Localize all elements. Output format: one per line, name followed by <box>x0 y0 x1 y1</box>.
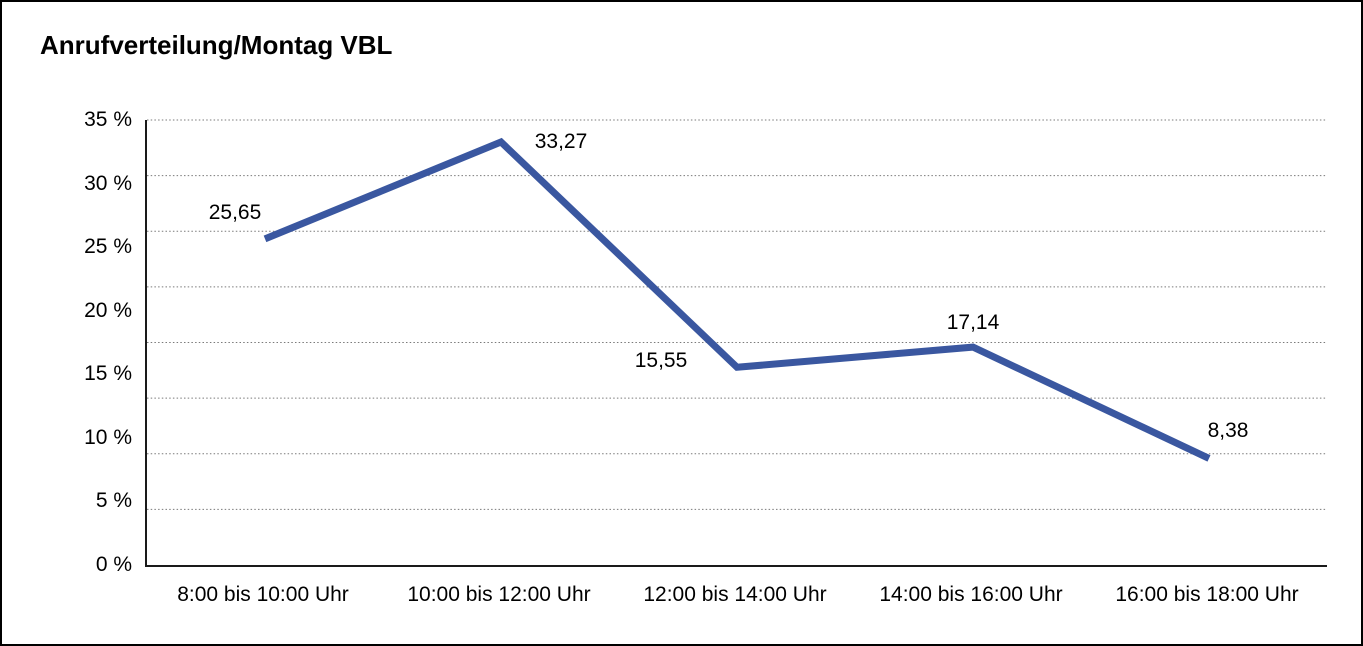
x-axis-label: 10:00 bis 12:00 Uhr <box>407 583 591 606</box>
data-point-label: 8,38 <box>1207 419 1249 443</box>
x-axis-label: 12:00 bis 14:00 Uhr <box>643 583 827 606</box>
x-axis: 8:00 bis 10:00 Uhr 10:00 bis 12:00 Uhr 12:… <box>145 582 1325 608</box>
data-point-label: 17,14 <box>946 311 1000 335</box>
line-chart <box>147 119 1327 510</box>
data-line <box>263 137 1211 462</box>
chart-title: Anrufverteilung/Montag VBL <box>40 30 393 60</box>
y-axis-label: 5 % <box>95 489 132 513</box>
y-axis-label: 0 % <box>95 553 132 576</box>
y-axis-label: 10 % <box>84 425 132 449</box>
data-point-label: 25,65 <box>208 200 262 224</box>
data-point-label: 15,55 <box>634 349 688 373</box>
y-axis-label: 25 % <box>84 235 132 259</box>
data-point-label: 33,27 <box>534 129 588 153</box>
x-axis-label: 8:00 bis 10:00 Uhr <box>177 583 349 606</box>
x-axis-label: 14:00 bis 16:00 Uhr <box>879 583 1063 606</box>
y-axis-label: 20 % <box>84 298 132 322</box>
y-axis-label: 15 % <box>84 362 132 386</box>
y-axis-label: 30 % <box>84 171 132 195</box>
y-axis: 35 % 30 % 25 % 20 % 15 % 10 % 5 % 0 % <box>2 2 132 644</box>
x-axis-label: 16:00 bis 18:00 Uhr <box>1115 583 1299 606</box>
plot-area: 25,65 33,27 15,55 17,14 8,38 <box>145 119 1327 567</box>
y-axis-label: 35 % <box>84 108 132 131</box>
